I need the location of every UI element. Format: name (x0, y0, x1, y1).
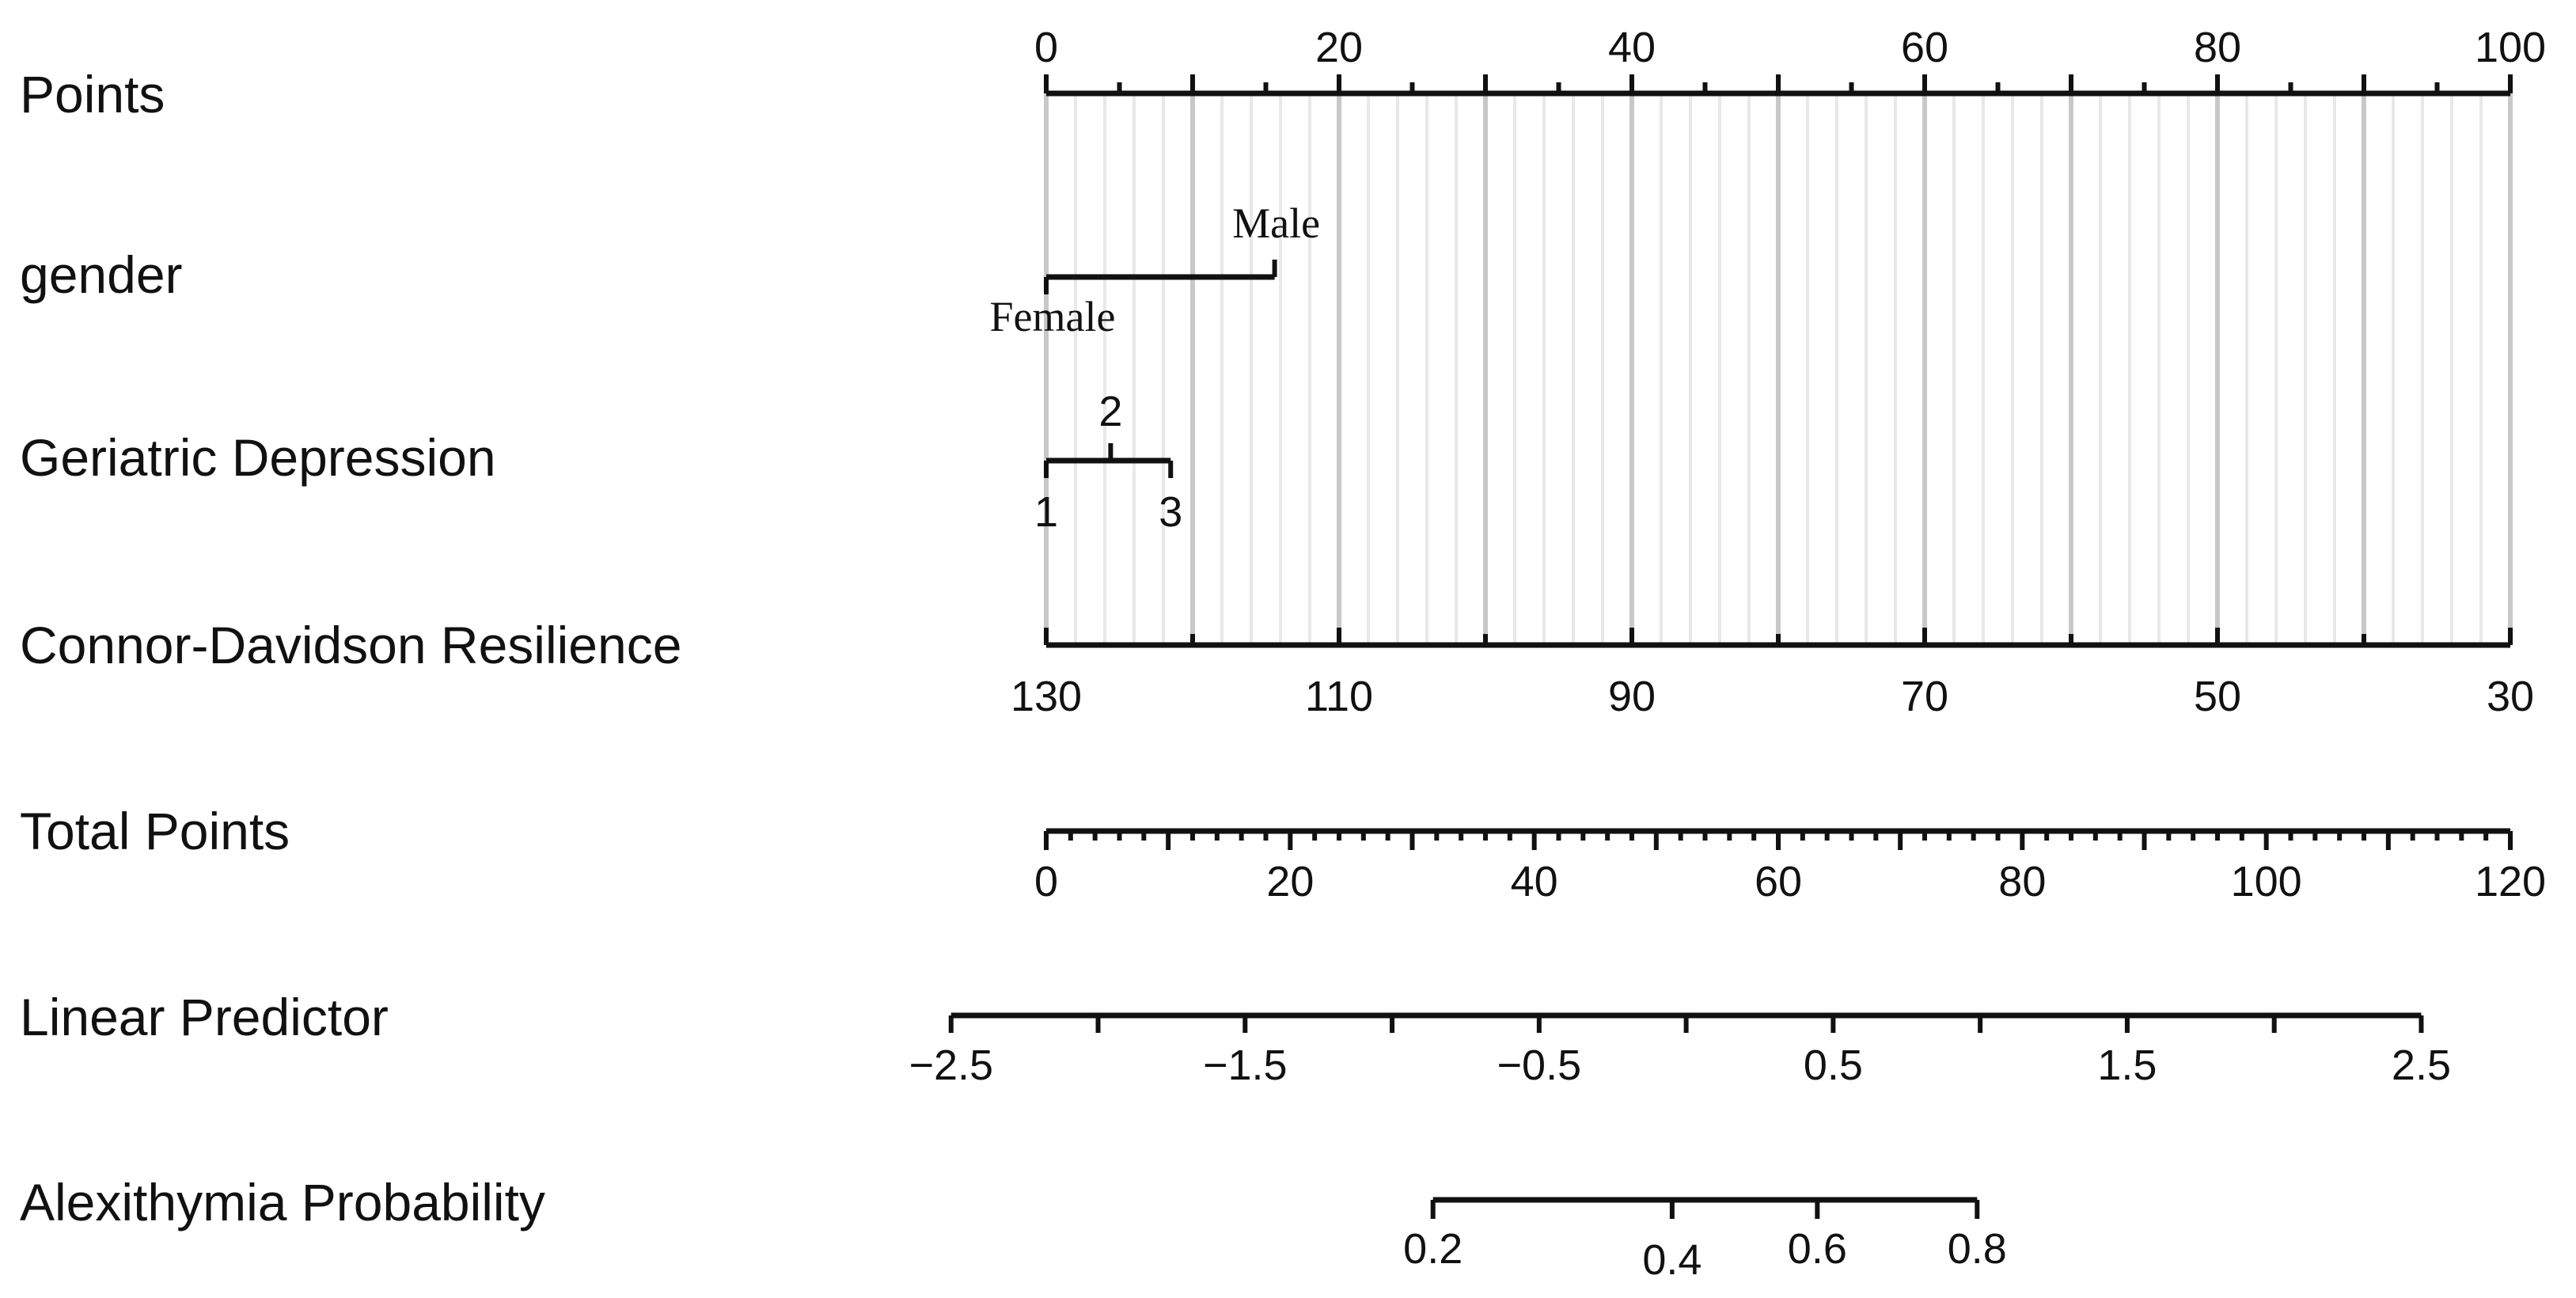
nomogram-axes: 0 20 40 60 80 100 Female Male 1 2 3 130 110 90 70 50 30 0… (909, 24, 2546, 1284)
total-points-tick-label: 80 (1998, 858, 2046, 905)
points-tick-label: 100 (2475, 24, 2546, 71)
linear-predictor-tick-label: −2.5 (909, 1042, 993, 1089)
probability-tick-label: 0.4 (1642, 1236, 1702, 1284)
resilience-tick-label: 70 (1901, 673, 1948, 720)
points-tick-label: 20 (1315, 24, 1363, 71)
resilience-tick-label: 90 (1608, 673, 1656, 720)
total-points-tick-label: 0 (1034, 858, 1058, 905)
linear-predictor-tick-label: 2.5 (2392, 1042, 2451, 1089)
points-tick-label: 40 (1608, 24, 1656, 71)
row-label-connor-davidson-resilience: Connor-Davidson Resilience (20, 616, 681, 674)
depression-category-label: 1 (1034, 488, 1058, 536)
resilience-tick-label: 30 (2487, 673, 2534, 720)
points-tick-label: 80 (2194, 24, 2241, 71)
row-label-gender: gender (20, 245, 183, 304)
linear-predictor-tick-label: 1.5 (2097, 1042, 2157, 1089)
resilience-tick-label: 110 (1305, 673, 1373, 720)
gender-category-label: Female (990, 293, 1116, 340)
row-label-linear-predictor: Linear Predictor (20, 988, 389, 1046)
resilience-tick-label: 50 (2194, 673, 2241, 720)
linear-predictor-tick-label: −1.5 (1203, 1042, 1288, 1089)
linear-predictor-tick-label: 0.5 (1804, 1042, 1863, 1089)
gridlines (1044, 93, 2513, 645)
row-label-alexithymia-probability: Alexithymia Probability (20, 1173, 545, 1232)
total-points-tick-label: 20 (1266, 858, 1314, 905)
total-points-tick-label: 60 (1755, 858, 1802, 905)
depression-category-label: 2 (1098, 388, 1122, 435)
probability-tick-label: 0.8 (1948, 1225, 2007, 1273)
probability-tick-label: 0.2 (1403, 1225, 1463, 1273)
gender-category-label: Male (1232, 199, 1320, 247)
linear-predictor-tick-label: −0.5 (1497, 1042, 1582, 1089)
total-points-tick-label: 40 (1511, 858, 1558, 905)
row-label-points: Points (20, 65, 165, 123)
resilience-tick-label: 130 (1011, 673, 1082, 720)
depression-category-label: 3 (1159, 488, 1182, 536)
row-label-geriatric-depression: Geriatric Depression (20, 428, 496, 487)
probability-tick-label: 0.6 (1788, 1225, 1847, 1273)
row-label-total-points: Total Points (20, 802, 290, 860)
total-points-tick-label: 100 (2231, 858, 2302, 905)
points-tick-label: 0 (1034, 24, 1058, 71)
points-tick-label: 60 (1901, 24, 1948, 71)
total-points-tick-label: 120 (2475, 858, 2546, 905)
